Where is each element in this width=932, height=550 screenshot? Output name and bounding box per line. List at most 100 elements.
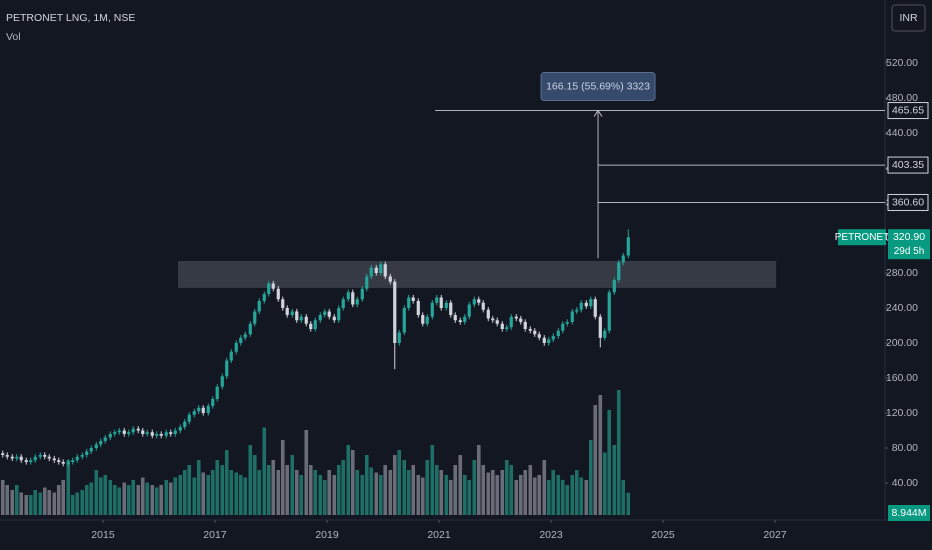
volume-bar xyxy=(542,460,547,515)
volume-bar xyxy=(397,450,402,515)
currency-label[interactable]: INR xyxy=(899,12,918,24)
price-label: 320.90 xyxy=(893,231,925,243)
candle-body xyxy=(211,398,215,406)
candle-body xyxy=(435,297,439,303)
candle-body xyxy=(19,456,23,461)
volume-bar xyxy=(159,485,164,515)
volume-bar xyxy=(14,485,19,515)
candle-body xyxy=(103,437,107,441)
volume-bar xyxy=(122,482,127,515)
volume-bar xyxy=(145,482,150,515)
volume-bar xyxy=(299,475,304,515)
volume-bar xyxy=(476,445,481,515)
candle-body xyxy=(136,428,140,431)
volume-bar xyxy=(70,495,75,515)
candle-body xyxy=(416,300,420,315)
price-box xyxy=(888,229,930,260)
volume-bar xyxy=(308,465,313,515)
volume-bar xyxy=(374,472,379,515)
level-label: 403.35 xyxy=(892,159,924,171)
volume-bar xyxy=(290,455,295,515)
candle-body xyxy=(173,430,177,434)
candle-body xyxy=(192,411,196,415)
volume-bar xyxy=(528,465,533,515)
volume-bar xyxy=(33,490,38,515)
candle-body xyxy=(52,458,56,461)
volume-bar xyxy=(420,477,425,515)
volume-bar xyxy=(626,492,631,515)
candle-body xyxy=(38,454,42,457)
candle-body xyxy=(495,320,499,324)
volume-bar xyxy=(136,485,141,515)
volume-bar xyxy=(164,480,169,515)
volume-bar xyxy=(103,475,108,515)
y-tick-label: 40.00 xyxy=(892,477,918,489)
candle-body xyxy=(150,432,154,436)
volume-bar xyxy=(467,480,472,515)
volume-bar xyxy=(453,465,458,515)
candle-body xyxy=(113,432,117,434)
volume-bar xyxy=(355,470,360,515)
candle-body xyxy=(351,292,355,305)
candle-body xyxy=(374,267,378,273)
candle-body xyxy=(509,316,513,328)
volume-bar xyxy=(224,450,229,515)
candle-body xyxy=(295,311,299,321)
candle-body xyxy=(346,292,350,300)
chart-title: PETRONET LNG, 1M, NSE xyxy=(6,12,135,24)
volume-bar xyxy=(350,450,355,515)
volume-bar xyxy=(80,490,85,515)
y-tick-label: 240.00 xyxy=(886,302,918,314)
volume-bar xyxy=(117,487,122,515)
volume-bar xyxy=(411,465,416,515)
candle-body xyxy=(10,456,14,459)
symbol-label: PETRONET xyxy=(835,232,889,243)
candle-body xyxy=(169,432,173,434)
currency-button[interactable] xyxy=(891,4,926,32)
volume-bar xyxy=(444,475,449,515)
candle-body xyxy=(626,237,630,256)
volume-bar xyxy=(612,445,617,515)
volume-bar xyxy=(280,440,285,515)
candle-body xyxy=(505,327,509,329)
candle-body xyxy=(551,335,555,340)
candle-body xyxy=(262,293,266,301)
volume-bar xyxy=(271,460,276,515)
candle-body xyxy=(589,299,593,307)
candle-body xyxy=(187,414,191,422)
volume-bar xyxy=(322,480,327,515)
volume-bar xyxy=(5,485,10,515)
volume-bar xyxy=(556,475,561,515)
candle-body xyxy=(99,440,103,445)
volume-bar xyxy=(84,485,89,515)
candle-body xyxy=(533,330,537,335)
candle-body xyxy=(444,302,448,308)
volume-bar xyxy=(570,475,575,515)
candle-body xyxy=(131,428,135,433)
volume-bar xyxy=(439,470,444,515)
volume-bar xyxy=(150,485,155,515)
volume-bar xyxy=(313,470,318,515)
candle-body xyxy=(617,262,621,280)
x-tick-label: 2017 xyxy=(203,529,227,541)
volume-bar xyxy=(178,475,183,515)
x-tick-label: 2019 xyxy=(315,529,339,541)
x-tick-label: 2027 xyxy=(763,529,787,541)
x-tick-label: 2021 xyxy=(427,529,451,541)
volume-bar xyxy=(360,475,365,515)
candle-body xyxy=(355,299,359,305)
volume-bar xyxy=(546,480,551,515)
candle-body xyxy=(323,311,327,315)
candle-body xyxy=(481,302,485,310)
volume-bar xyxy=(523,470,528,515)
candle-body xyxy=(66,461,70,464)
volume-bar xyxy=(434,465,439,515)
candle-body xyxy=(80,454,84,457)
volume-bar xyxy=(266,465,271,515)
volume-bar xyxy=(565,485,570,515)
volume-bar xyxy=(61,480,66,515)
volume-bar xyxy=(187,465,192,515)
candle-body xyxy=(365,276,369,289)
countdown-label: 29d 5h xyxy=(894,246,925,257)
volume-legend: Vol xyxy=(6,31,21,43)
